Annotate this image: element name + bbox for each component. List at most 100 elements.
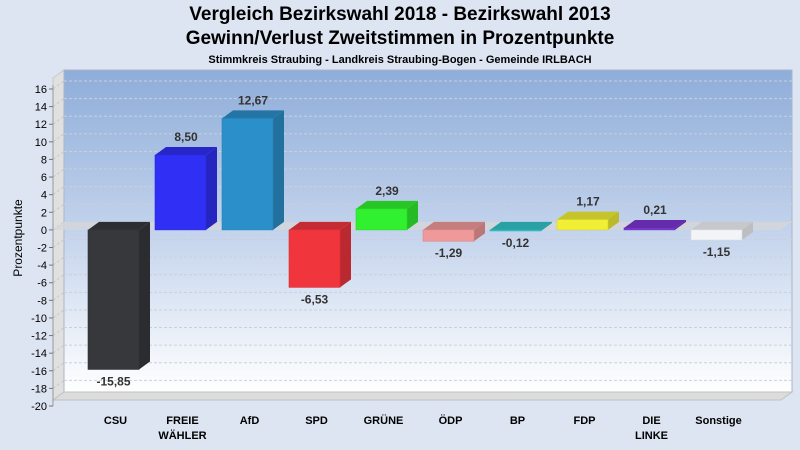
y-tick-label: -2 — [37, 243, 47, 255]
bar-front — [489, 229, 542, 232]
bar-front — [154, 154, 207, 231]
value-label: -0,12 — [502, 236, 530, 250]
gridline-side — [52, 203, 65, 213]
gridline-side — [52, 344, 65, 354]
bar-front — [422, 229, 475, 242]
value-label: -6,53 — [301, 292, 329, 306]
value-label: -15,85 — [96, 374, 130, 388]
bar-afd — [221, 110, 284, 231]
bar-side — [742, 221, 753, 241]
category-label: ÖDP — [439, 414, 463, 427]
gridline-side — [52, 239, 65, 248]
bars — [87, 110, 753, 370]
bar-front — [87, 229, 140, 370]
gridline-side — [52, 291, 65, 301]
bar-freie — [154, 147, 217, 231]
gridline-side — [52, 186, 65, 196]
value-label: 2,39 — [375, 184, 399, 198]
bar-front — [623, 227, 676, 231]
y-tick-label: -20 — [31, 401, 47, 413]
y-tick-label: -18 — [31, 383, 47, 395]
bar-side — [206, 147, 217, 230]
y-tick-label: 10 — [35, 137, 47, 149]
y-tick-label: 4 — [41, 190, 47, 202]
bar-side — [340, 221, 351, 288]
gridline-side — [52, 327, 65, 336]
bar-top — [356, 200, 418, 209]
y-axis: 16 14 12 10 8 6 4 2 0 -2 -4 -6 -8 -10 -12 -14 -16 -18 -20 — [31, 84, 54, 413]
category-label-line2: LINKE — [635, 430, 668, 442]
y-tick-label: 6 — [41, 172, 47, 184]
bar-top — [88, 221, 150, 230]
gridline-side — [52, 309, 65, 319]
bar-front — [355, 208, 408, 231]
y-tick-label: -12 — [31, 331, 47, 343]
category-label: FDP — [574, 415, 596, 427]
floor — [51, 391, 794, 401]
bar-front — [690, 229, 743, 241]
gridline-side — [52, 256, 65, 266]
bar-top — [222, 110, 284, 119]
category-label: SPD — [305, 415, 328, 427]
y-tick-label: -16 — [31, 366, 47, 378]
gridline-side — [52, 80, 65, 90]
bar-side — [139, 221, 150, 370]
gridline-side — [52, 133, 65, 143]
bar-side — [675, 220, 686, 230]
gridline-side — [52, 151, 65, 160]
bar-top — [691, 221, 753, 230]
bar-top — [557, 211, 619, 220]
value-label: -1,29 — [435, 246, 463, 260]
category-label: AfD — [240, 415, 260, 427]
y-tick-label: 2 — [41, 207, 47, 219]
bar-bp — [489, 221, 552, 232]
bar-top — [289, 221, 351, 230]
bar-side — [608, 211, 619, 230]
bar-side — [541, 221, 552, 231]
value-label: -1,15 — [703, 245, 731, 259]
y-axis-label: Prozentpunkte — [11, 199, 25, 277]
bar-die — [623, 220, 686, 231]
bar-front — [221, 118, 274, 231]
y-tick-label: 12 — [35, 119, 47, 131]
bar-side — [474, 221, 485, 242]
bar-grne — [355, 200, 418, 231]
y-tick-label: 14 — [35, 102, 47, 114]
y-tick-label: 8 — [41, 154, 47, 166]
value-label: 0,21 — [643, 203, 667, 217]
y-tick-label: -4 — [37, 260, 47, 272]
gridline-side — [52, 168, 65, 178]
bar-fdp — [556, 211, 619, 231]
y-tick-label: -8 — [37, 295, 47, 307]
bar-spd — [288, 221, 351, 288]
bar-top — [624, 220, 686, 229]
value-labels: -15,85 8,50 12,67 -6,53 2,39 -1,29 -0,12 1,17 0,… — [96, 93, 730, 388]
bar-dp — [422, 221, 485, 242]
bar-side — [273, 110, 284, 230]
chart-title-line2: Gewinn/Verlust Zweitstimmen in Prozentpu… — [185, 28, 615, 49]
y-tick-label: -10 — [31, 313, 47, 325]
category-label: CSU — [104, 415, 127, 427]
y-tick-label: 0 — [41, 225, 47, 237]
category-label: BP — [510, 415, 525, 427]
y-tick-label: -14 — [31, 348, 47, 360]
bar-csu — [87, 221, 150, 370]
category-label: DIE — [642, 415, 660, 427]
gridline-side — [52, 274, 65, 284]
gridline-side — [52, 362, 65, 372]
category-label: GRÜNE — [364, 414, 404, 427]
bar-top — [155, 147, 217, 156]
chart-title-line1: Vergleich Bezirkswahl 2018 - Bezirkswahl… — [189, 4, 611, 25]
bar-side — [407, 200, 418, 230]
value-label: 12,67 — [238, 93, 268, 107]
gridline-side — [52, 379, 65, 389]
value-label: 1,17 — [576, 195, 600, 209]
bar-front — [556, 219, 609, 231]
bar-sonstige — [690, 221, 753, 241]
y-tick-label: -6 — [37, 278, 47, 290]
bar-top — [490, 221, 552, 230]
category-label: FREIE — [166, 415, 198, 427]
y-tick-label: 16 — [35, 84, 47, 96]
bar-front — [288, 229, 341, 288]
